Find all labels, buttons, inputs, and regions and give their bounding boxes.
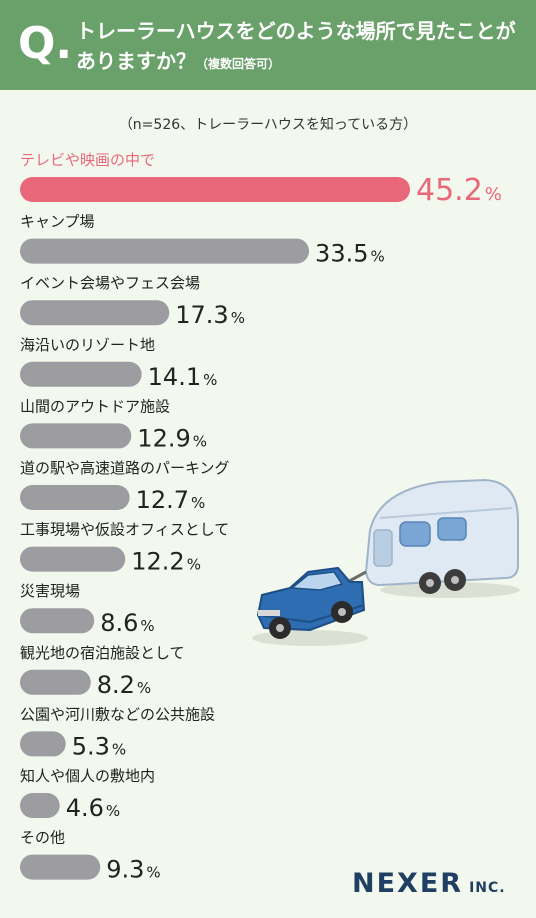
- bar: [20, 361, 142, 387]
- bar: [20, 177, 410, 202]
- trailer-truck-illustration: [252, 478, 520, 646]
- value-label: 12.9: [137, 424, 190, 452]
- brand-name: NEXER: [352, 868, 464, 899]
- value-label: 5.3: [72, 732, 110, 760]
- value-label: 14.1: [148, 363, 201, 391]
- value-label: 45.2: [416, 173, 483, 208]
- bar: [20, 546, 126, 572]
- unit-label: %: [146, 864, 160, 882]
- category-label: 公園や河川敷などの公共施設: [20, 705, 215, 723]
- unit-label: %: [137, 679, 151, 697]
- category-label: テレビや映画の中で: [20, 151, 155, 169]
- unit-label: %: [485, 184, 502, 205]
- bar: [20, 485, 130, 510]
- question-header: Q. トレーラーハウスをどのような場所で見たことがありますか？（複数回答可）: [0, 0, 536, 90]
- value-label: 17.3: [175, 301, 228, 329]
- unit-label: %: [187, 556, 201, 574]
- bar: [20, 300, 170, 326]
- category-label: 山間のアウトドア施設: [20, 397, 170, 415]
- category-label: イベント会場やフェス会場: [20, 274, 200, 292]
- category-label: 工事現場や仮設オフィスとして: [20, 521, 229, 539]
- unit-label: %: [191, 494, 205, 512]
- category-label: 災害現場: [20, 582, 80, 600]
- bar: [20, 423, 132, 449]
- value-label: 12.7: [136, 486, 189, 514]
- value-label: 4.6: [66, 794, 104, 822]
- unit-label: %: [193, 432, 207, 450]
- unit-label: %: [231, 309, 245, 327]
- brand-logo: NEXER INC.: [352, 868, 506, 899]
- unit-label: %: [140, 617, 154, 635]
- value-label: 8.6: [100, 609, 138, 637]
- bar: [20, 238, 310, 264]
- bar: [20, 731, 66, 757]
- unit-label: %: [106, 802, 120, 820]
- category-label: その他: [20, 829, 65, 847]
- category-label: 観光地の宿泊施設として: [20, 644, 185, 662]
- bar: [20, 854, 101, 880]
- bar: [20, 608, 95, 634]
- question-mark: Q.: [18, 18, 73, 69]
- question-note: （複数回答可）: [196, 57, 281, 71]
- value-label: 12.2: [131, 548, 184, 576]
- category-label: 道の駅や高速道路のパーキング: [20, 459, 230, 477]
- category-label: 知人や個人の敷地内: [20, 767, 155, 785]
- value-label: 33.5: [315, 240, 368, 268]
- category-label: キャンプ場: [20, 213, 95, 231]
- unit-label: %: [203, 371, 217, 389]
- brand-suffix: INC.: [469, 880, 506, 896]
- question-text: トレーラーハウスをどのような場所で見たことがありますか？（複数回答可）: [76, 16, 526, 79]
- bar: [20, 793, 60, 818]
- sample-note: （n=526、トレーラーハウスを知っている方）: [118, 117, 418, 133]
- unit-label: %: [370, 248, 384, 266]
- value-label: 9.3: [106, 856, 144, 884]
- question-label: トレーラーハウスをどのような場所で見たことがありますか？: [76, 19, 516, 73]
- unit-label: %: [112, 740, 126, 758]
- value-label: 8.2: [97, 671, 135, 699]
- bar: [20, 669, 91, 695]
- category-label: 海沿いのリゾート地: [20, 336, 155, 354]
